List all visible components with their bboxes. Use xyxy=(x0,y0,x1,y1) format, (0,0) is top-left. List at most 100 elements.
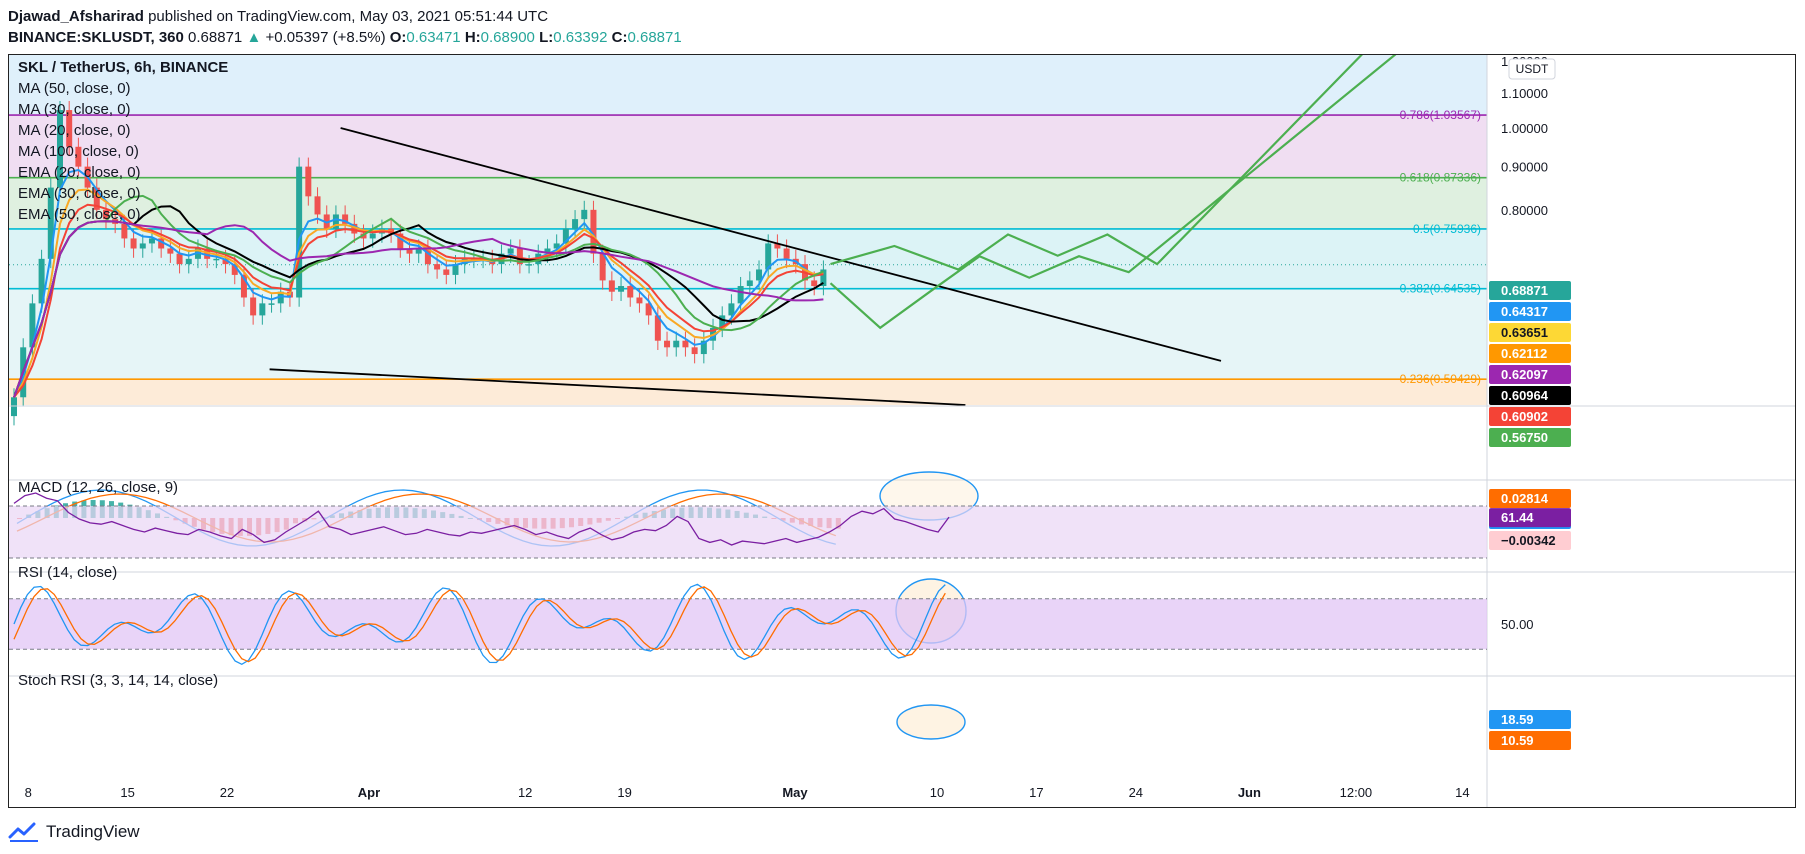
time-axis-tick-2: 22 xyxy=(220,785,234,800)
rsi-value-label-0: 61.44 xyxy=(1501,510,1534,525)
open-label: O: xyxy=(389,29,407,46)
trendline-1 xyxy=(269,368,966,406)
fib-level-label-1: 0.618(0.87336) xyxy=(1400,171,1481,185)
candle-body xyxy=(627,286,634,298)
time-axis-tick-5: 19 xyxy=(617,785,631,800)
candle-body xyxy=(47,187,54,259)
price-label-4: 0.62097 xyxy=(1501,367,1548,382)
legend-ema50[interactable]: EMA (50, close, 0) xyxy=(18,206,141,223)
candle-body xyxy=(148,238,155,244)
candle-body xyxy=(240,274,247,298)
stoch-value-box-1 xyxy=(1489,731,1571,750)
rsi-label[interactable]: RSI (14, close) xyxy=(18,564,118,581)
author-name[interactable]: Djawad_Afsharirad xyxy=(8,8,144,25)
candle-body xyxy=(75,146,82,167)
price-label-box-3 xyxy=(1489,344,1571,363)
time-axis-tick-6: May xyxy=(782,785,808,800)
close-value: 0.68871 xyxy=(627,29,682,46)
stoch-value-label-0: 18.59 xyxy=(1501,712,1534,727)
legend-ma100[interactable]: MA (100, close, 0) xyxy=(18,143,139,160)
candle-body xyxy=(700,340,707,355)
candle-body xyxy=(691,347,698,355)
fib-zone-3 xyxy=(9,228,1487,289)
candle-body xyxy=(397,233,404,249)
chart-header: Djawad_Afsharirad published on TradingVi… xyxy=(8,6,1798,46)
time-axis-tick-8: 17 xyxy=(1029,785,1043,800)
time-axis-tick-10: Jun xyxy=(1238,785,1261,800)
legend-ema20[interactable]: EMA (20, close, 0) xyxy=(18,164,141,181)
candle-body xyxy=(29,303,36,348)
legend-ema30[interactable]: EMA (30, close, 0) xyxy=(18,185,141,202)
price-label-box-5 xyxy=(1489,386,1571,405)
chart-canvas[interactable]: 0.786(1.03567) 0.618(0.87336) 0.5(0.75936)… xyxy=(9,55,1796,808)
candle-body xyxy=(507,248,514,254)
candle-body xyxy=(526,264,533,266)
publish-line: Djawad_Afsharirad published on TradingVi… xyxy=(8,8,548,25)
candle-body xyxy=(774,243,781,249)
high-value: 0.68900 xyxy=(480,29,535,46)
legend-ma30[interactable]: MA (30, close, 0) xyxy=(18,101,131,118)
candle-body xyxy=(636,297,643,304)
price-label-box-7 xyxy=(1489,428,1571,447)
price-label-0: 0.68871 xyxy=(1501,283,1548,298)
time-axis-tick-4: 12 xyxy=(518,785,532,800)
price-label-box-0 xyxy=(1489,281,1571,300)
candle-body xyxy=(369,233,376,239)
candle-body xyxy=(56,110,63,188)
projection-path-0 xyxy=(830,55,1363,271)
candle-body xyxy=(811,280,818,287)
candle-body xyxy=(38,258,45,304)
candle-body xyxy=(581,209,588,220)
stoch-k-line xyxy=(13,583,946,666)
candle-body xyxy=(608,280,615,292)
macd-value-box-2 xyxy=(1489,531,1571,550)
candle-body xyxy=(102,209,109,220)
fib-level-label-2: 0.5(0.75936) xyxy=(1413,222,1481,236)
legend-ma20[interactable]: MA (20, close, 0) xyxy=(18,122,131,139)
candle-body xyxy=(342,214,349,224)
candle-body xyxy=(93,187,100,210)
time-axis-tick-9: 24 xyxy=(1129,785,1143,800)
stoch-d-line xyxy=(13,586,946,663)
time-axis-tick-7: 10 xyxy=(930,785,944,800)
macd-value-label-2: −0.00342 xyxy=(1501,533,1556,548)
candle-body xyxy=(618,286,625,292)
fib-zone-2 xyxy=(9,177,1487,229)
candle-body xyxy=(673,340,680,348)
stoch-band-fill xyxy=(9,598,1487,650)
candle-body xyxy=(277,291,284,304)
stoch-rsi-label[interactable]: Stoch RSI (3, 3, 14, 14, close) xyxy=(18,672,219,689)
candle-body xyxy=(645,303,652,316)
price-label-1: 0.64317 xyxy=(1501,304,1548,319)
macd-value-label-0: 0.02814 xyxy=(1501,491,1549,506)
stoch-axis-tick-0: 50.00 xyxy=(1501,617,1534,632)
candle-body xyxy=(314,196,321,215)
time-axis-tick-3: Apr xyxy=(358,785,380,800)
price-label-5: 0.60964 xyxy=(1501,388,1549,403)
candle-body xyxy=(719,315,726,328)
chart-frame[interactable]: 0.786(1.03567) 0.618(0.87336) 0.5(0.75936)… xyxy=(8,54,1796,808)
published-text: published on TradingView.com, May 03, 20… xyxy=(148,8,549,25)
candle-body xyxy=(756,269,763,281)
symbol-name: BINANCE:SKLUSDT, 360 xyxy=(8,29,184,46)
legend-ma50[interactable]: MA (50, close, 0) xyxy=(18,80,131,97)
close-label: C: xyxy=(611,29,628,46)
footer-brand[interactable]: TradingView xyxy=(8,818,140,846)
ema20-line xyxy=(13,194,824,398)
fib-zone-0 xyxy=(9,55,1487,116)
macd-signal-line xyxy=(16,493,837,543)
low-value: 0.63392 xyxy=(553,29,608,46)
candle-body xyxy=(158,238,165,249)
price-label-2: 0.63651 xyxy=(1501,325,1548,340)
macd-label[interactable]: MACD (12, 26, close, 9) xyxy=(18,479,179,496)
chart-title: SKL / TetherUS, 6h, BINANCE xyxy=(18,59,229,76)
currency-badge xyxy=(1508,58,1556,80)
candle-body xyxy=(351,223,358,234)
candle-body xyxy=(434,264,441,270)
stoch-value-box-0 xyxy=(1489,710,1571,729)
fib-zone-1 xyxy=(9,115,1487,178)
candle-body xyxy=(66,110,73,147)
fib-level-label-3: 0.382(0.64535) xyxy=(1400,282,1481,296)
time-axis-tick-1: 15 xyxy=(120,785,134,800)
candle-body xyxy=(259,303,266,316)
